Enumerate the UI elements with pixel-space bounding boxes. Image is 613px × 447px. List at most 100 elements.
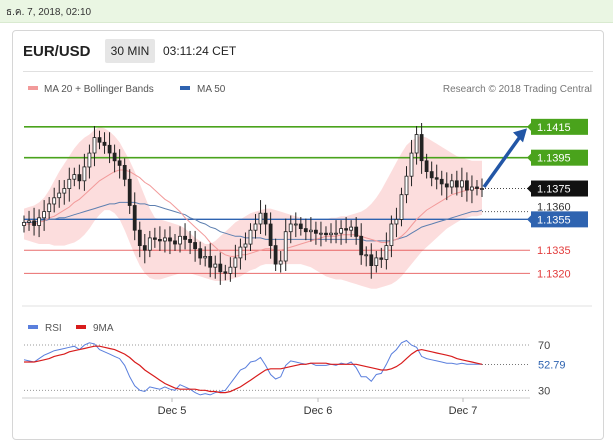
candle-body bbox=[283, 231, 288, 262]
candle-body bbox=[223, 271, 228, 274]
candle-body bbox=[32, 220, 36, 226]
candle-body bbox=[147, 237, 152, 251]
level-label-1-1395: 1.1395 bbox=[537, 153, 571, 165]
candle-body bbox=[213, 263, 218, 268]
candle-body bbox=[268, 223, 273, 247]
legend-ma50-swatch bbox=[180, 86, 190, 90]
timestamp-text: ธ.ค. 7, 2018, 02:10 bbox=[6, 7, 92, 18]
candle-body bbox=[137, 229, 142, 246]
candle-body bbox=[253, 223, 258, 231]
candle-body bbox=[444, 183, 449, 188]
candle-body bbox=[203, 255, 208, 259]
x-axis: Dec 5 Dec 6 Dec 7 bbox=[158, 398, 477, 417]
candle-body bbox=[409, 152, 414, 177]
forecast-arrow bbox=[482, 134, 523, 188]
candle-body bbox=[22, 221, 26, 226]
header-divider bbox=[23, 71, 593, 72]
candle-body bbox=[298, 223, 303, 229]
candle-body bbox=[329, 232, 333, 236]
candle-body bbox=[273, 245, 278, 265]
ma50-line bbox=[24, 201, 483, 242]
candle-body bbox=[132, 205, 137, 231]
candle-body bbox=[47, 203, 52, 212]
candle-body bbox=[193, 242, 198, 250]
candle-body bbox=[439, 178, 444, 185]
level-badge-tip bbox=[527, 122, 531, 131]
candle-body bbox=[208, 255, 213, 268]
candle-body bbox=[188, 238, 193, 243]
candle-body bbox=[459, 180, 464, 188]
level-label-1-1360: 1.1360 bbox=[537, 202, 571, 214]
x-tick-label: Dec 6 bbox=[304, 405, 333, 417]
candle-body bbox=[354, 226, 359, 237]
candle-body bbox=[475, 186, 479, 189]
rsi-current-label: 52.79 bbox=[538, 360, 566, 372]
candle-body bbox=[183, 235, 188, 240]
ma20-line bbox=[24, 169, 482, 257]
candle-body bbox=[92, 137, 97, 154]
candle-body bbox=[107, 144, 112, 154]
candle-body bbox=[42, 211, 46, 219]
candle-body bbox=[339, 228, 344, 234]
x-tick-label: Dec 5 bbox=[158, 405, 187, 417]
candle-body bbox=[117, 160, 122, 166]
candle-body bbox=[334, 232, 338, 235]
candle-body bbox=[424, 160, 429, 173]
candle-body bbox=[27, 220, 31, 223]
current-price-badge bbox=[531, 180, 588, 197]
candle-body bbox=[374, 257, 379, 266]
candle-body bbox=[369, 254, 374, 267]
rsi-ma-line bbox=[24, 345, 483, 394]
legend-rsi-swatch bbox=[28, 325, 38, 329]
bollinger-band bbox=[24, 126, 482, 289]
legend-ma9-text: 9MA bbox=[93, 323, 114, 334]
candle-body bbox=[77, 174, 82, 182]
candle-body bbox=[72, 174, 77, 180]
candle-body bbox=[127, 178, 132, 206]
timestamp-bar: ธ.ค. 7, 2018, 02:10 bbox=[0, 0, 613, 23]
candle-body bbox=[233, 257, 238, 268]
candle-body bbox=[399, 194, 404, 220]
forecast-arrow-head bbox=[513, 128, 527, 143]
level-badge-1-1355 bbox=[531, 211, 588, 228]
candle-body bbox=[464, 180, 469, 191]
candle-body bbox=[173, 240, 177, 245]
candle-body bbox=[469, 186, 474, 191]
legend-ma50-text: MA 50 bbox=[197, 84, 226, 95]
candle-body bbox=[52, 197, 57, 205]
level-label-1-1415: 1.1415 bbox=[537, 122, 571, 134]
candle-body bbox=[238, 246, 243, 259]
candle-body bbox=[162, 237, 167, 242]
legend-bb-text: MA 20 + Bollinger Bands bbox=[44, 84, 154, 95]
candle-body bbox=[419, 134, 424, 162]
legend-ma9-swatch bbox=[76, 325, 86, 329]
candle-body bbox=[142, 245, 147, 251]
candle-body bbox=[359, 235, 364, 256]
candle-body bbox=[37, 217, 41, 226]
candle-body bbox=[62, 188, 67, 194]
level-label-1-1335: 1.1335 bbox=[537, 245, 571, 257]
legend-rsi-text: RSI bbox=[45, 323, 62, 334]
candle-body bbox=[394, 218, 399, 225]
candle-body bbox=[243, 243, 248, 248]
candle-body bbox=[228, 266, 233, 274]
candle-body bbox=[152, 237, 157, 240]
legend-bb-swatch bbox=[28, 86, 38, 90]
candle-body bbox=[318, 232, 323, 235]
candle-body bbox=[82, 166, 87, 182]
candle-body bbox=[303, 228, 308, 233]
rsi-level-label-70: 70 bbox=[538, 340, 550, 352]
candle-body bbox=[57, 192, 62, 199]
candle-body bbox=[313, 229, 318, 234]
current-price-badge-tip bbox=[527, 184, 531, 193]
timeframe-button[interactable]: 30 MIN bbox=[105, 39, 155, 63]
candle-body bbox=[414, 134, 419, 154]
candle-body bbox=[449, 180, 454, 188]
candle-body bbox=[198, 248, 203, 259]
credit-text: Research © 2018 Trading Central bbox=[443, 84, 592, 95]
candle-body bbox=[87, 152, 92, 168]
candle-body bbox=[429, 171, 434, 179]
level-badge-tip bbox=[527, 153, 531, 162]
candle-body bbox=[278, 260, 283, 265]
